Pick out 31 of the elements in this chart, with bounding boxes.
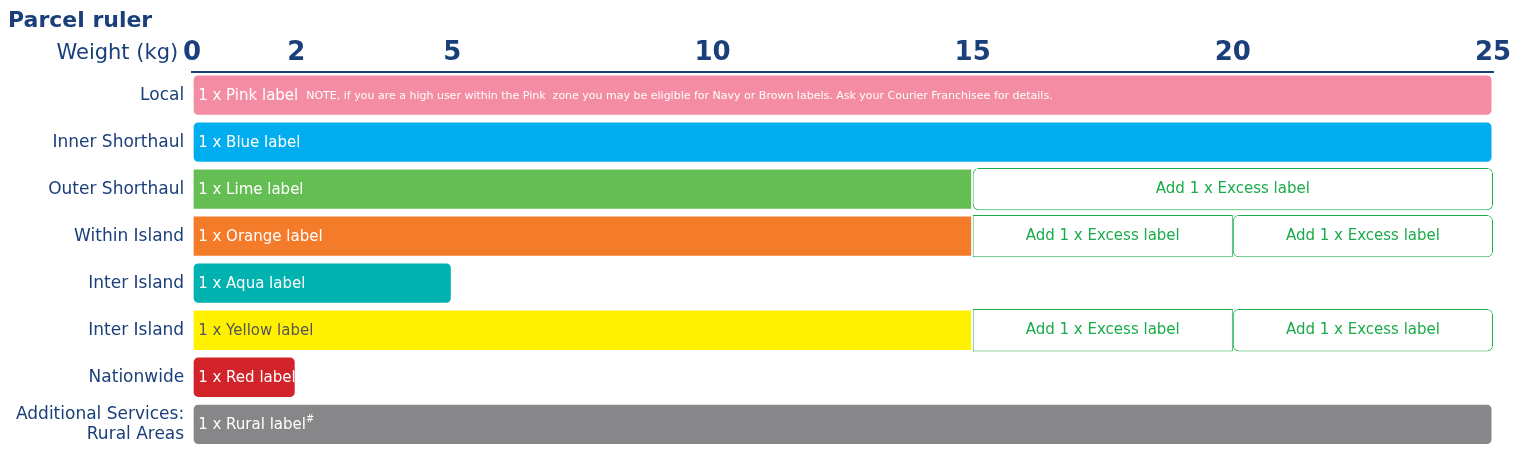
y-tick-label: Inter Island [88, 271, 185, 292]
series-label: Add 1 x Excess label [1155, 179, 1310, 198]
series-label: 1 x Blue label [198, 133, 301, 152]
chart-title: Parcel ruler [8, 6, 153, 32]
text: Add 1 x Excess label [1285, 320, 1440, 339]
series-label: Add 1 x Excess label [1285, 226, 1440, 245]
series-label: 1 x Lime label [198, 180, 304, 199]
series-label: 1 x Orange label [198, 227, 323, 246]
x-axis-title: Weight (kg) [56, 40, 179, 65]
series-label: 1 x Pink label [198, 86, 299, 104]
series-label: 1 x Aqua label [198, 274, 306, 293]
y-tick-label: Inter Island [88, 318, 185, 339]
y-tick-label: Local [140, 83, 185, 104]
x-tick-label: 10 [694, 35, 731, 66]
series-label: 1 x Yellow label [198, 321, 314, 340]
text: Add 1 x Excess label [1025, 226, 1180, 245]
x-tick-label: 15 [954, 35, 991, 66]
series-label: 1 x Rural label# [198, 412, 315, 434]
y-tick-label: Nationwide [88, 365, 185, 386]
annotation: NOTE, if you are a high user within the Pink zone you may be eligible for Navy or Brown labels. Ask your Courier Franchisee for details. [306, 88, 1053, 102]
y-tick-label: Within Island [74, 224, 185, 245]
x-tick-label: 5 [443, 35, 462, 66]
y-tick-label: Outer Shorthaul [48, 177, 185, 198]
x-tick-label: 20 [1214, 35, 1251, 66]
y-tick-label: Inner Shorthaul [52, 130, 185, 151]
x-tick-label: 25 [1474, 35, 1512, 66]
text: Add 1 x Excess label [1025, 320, 1180, 339]
x-tick-label: 2 [287, 35, 306, 66]
x-tick-label: 0 [183, 35, 202, 66]
series-label: 1 x Red label [198, 368, 296, 387]
y-tick-label: Additional Services: Rural Areas [15, 402, 185, 443]
